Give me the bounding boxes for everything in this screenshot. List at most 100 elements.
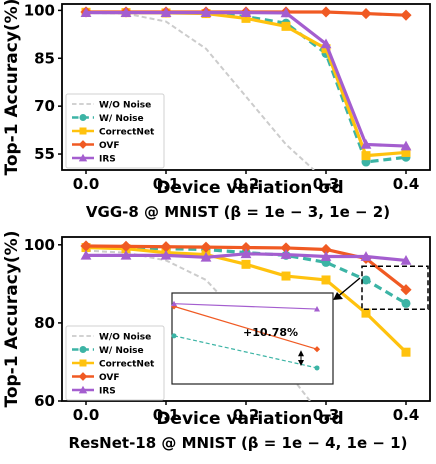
improvement-arrow-head-bottom [298,359,304,366]
data-point [401,147,411,157]
legend-label: W/O Noise [99,101,151,111]
data-point [200,7,212,17]
legend-marker [79,127,87,135]
x-tick-label: 0.0 [73,175,100,193]
x-tick-label: 0.2 [233,175,260,193]
zoom-region-box [361,265,429,310]
x-tick-label: 0.1 [153,406,180,424]
legend-marker [79,114,87,121]
data-point [320,6,332,18]
y-tick-label: 55 [34,145,55,163]
legend-label: OVF [99,141,120,151]
inset-series-line [173,335,318,369]
legend-marker [79,359,87,367]
data-point [401,347,411,357]
improvement-annotation: +10.78% [243,326,298,339]
legend-box [65,325,165,401]
data-point [320,251,332,261]
y-axis-label: Top-1 Accuracy(%) [2,0,22,176]
x-tick-label: 0.3 [313,406,340,424]
legend-marker [78,372,88,381]
data-point [401,298,411,308]
zoom-pointer [335,277,361,299]
data-point [120,249,132,260]
legend-marker [78,140,88,149]
data-point [160,241,172,253]
data-point [360,7,372,20]
data-point [361,275,371,285]
improvement-arrow-head-top [298,350,304,357]
inset-data-point [314,306,320,312]
data-point [361,151,371,161]
legend-label: CorrectNet [99,128,155,138]
series-layer [80,240,412,401]
chart-caption: ResNet-18 @ MNIST (β = 1e − 4, 1e − 1) [69,434,408,452]
y-axis-label: Top-1 Accuracy(%) [2,231,22,408]
y-tick-label: 100 [24,236,55,254]
x-tick-label: 0.2 [233,406,260,424]
data-point [360,139,372,149]
series-layer [80,6,412,170]
legend-label: OVF [99,373,120,383]
y-tick-label: 80 [34,314,55,332]
data-point [320,243,332,256]
data-point [400,284,412,296]
x-tick-label: 0.1 [153,175,180,193]
data-point [281,21,291,31]
data-point [400,9,412,21]
zoom-pointer-head [333,292,343,300]
data-point [360,251,372,261]
data-point [240,7,252,17]
data-point [280,249,292,259]
data-point [281,271,291,281]
y-tick-label: 85 [34,49,55,67]
data-point [200,241,212,253]
inset-data-point [171,333,177,339]
legend-label: IRS [99,387,116,397]
inset-data-point [314,365,320,371]
data-point [120,240,132,252]
data-point [321,44,331,54]
data-point [240,248,252,259]
x-axis-label: Device variation σd [156,409,343,429]
legend-marker [78,385,88,394]
inset-data-point [171,300,177,307]
data-point [120,7,132,17]
y-tick-label: 60 [34,392,55,410]
x-tick-label: 0.3 [313,175,340,193]
x-tick-label: 0.4 [393,175,420,193]
inset-series-line [173,305,318,350]
data-point [80,240,92,252]
data-point [280,7,292,18]
legend-label: W/ Noise [99,346,144,356]
data-point [160,7,172,17]
data-point [200,251,212,262]
data-point [80,7,92,17]
data-point [80,249,92,260]
inset-series-layer [170,300,321,371]
legend-marker [78,153,88,162]
data-point [280,242,292,254]
data-point [320,38,332,49]
chart-caption: VGG-8 @ MNIST (β = 1e − 3, 1e − 2) [86,203,390,221]
legend-box [65,93,165,169]
inset-data-point [170,303,178,310]
x-axis-label: Device variation σd [156,178,343,198]
inset-series-line [173,303,318,310]
data-point [160,249,172,260]
x-tick-label: 0.4 [393,406,420,424]
legend-label: W/O Noise [99,333,151,343]
data-point [241,13,251,23]
legend-label: W/ Noise [99,114,144,124]
data-point [241,259,251,269]
inset-data-point [313,346,321,353]
data-point [400,255,412,265]
y-tick-label: 100 [24,1,55,19]
data-point [240,241,252,254]
data-point [321,275,331,285]
legend-marker [79,346,87,353]
legend-label: IRS [99,155,116,165]
